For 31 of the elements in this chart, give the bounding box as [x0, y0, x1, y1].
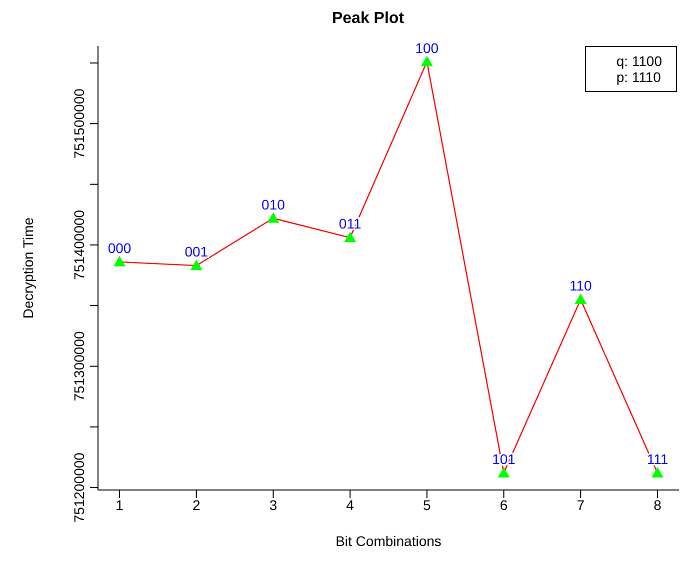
x-tick-label: 1	[116, 496, 124, 513]
annotation: 100	[415, 40, 439, 56]
annotation: 001	[184, 244, 208, 260]
point	[114, 256, 126, 266]
point	[344, 232, 356, 242]
y-tick-label: 751300000	[71, 331, 87, 402]
x-tick-label: 2	[192, 496, 200, 513]
annotation: p: 1110	[616, 69, 662, 85]
chart-title: Peak Plot	[330, 10, 406, 28]
x-tick-label: 6	[500, 496, 508, 513]
x-axis-title: Bit Combinations	[336, 533, 442, 549]
point	[498, 467, 510, 478]
text-frame: q: 1100 p: 1110	[585, 46, 677, 92]
point	[190, 260, 202, 270]
x-tick-label: 8	[654, 496, 662, 513]
y-axis-title: Decryption Time	[20, 217, 36, 319]
x-tick-label: 3	[269, 496, 278, 513]
x-tick-label: 7	[576, 496, 585, 513]
x-tick-label: 5	[423, 496, 432, 513]
annotation: 010	[262, 196, 286, 212]
point	[420, 56, 433, 66]
annotation: 000	[108, 240, 132, 256]
point	[267, 212, 280, 223]
y-tick-label: 751500000	[71, 88, 87, 159]
annotation: q: 1100	[616, 53, 662, 69]
x-tick-label: 4	[346, 496, 354, 513]
y-tick-label: 751400000	[71, 210, 87, 280]
point	[651, 467, 664, 478]
y-tick-label: 751200000	[71, 452, 87, 523]
annotation: 110	[569, 278, 592, 294]
point	[574, 294, 587, 304]
